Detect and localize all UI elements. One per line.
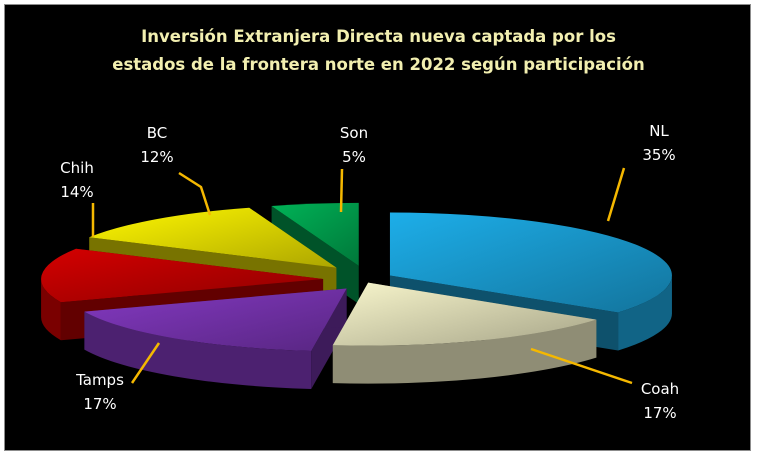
pie-slice-tamps	[84, 288, 347, 389]
pie-chart: NL 35% Coah 17% Tamps 17% Chih 14% BC 12% Son 5%	[41, 122, 679, 422]
chart-title-line-1: Inversión Extranjera Directa nueva capta…	[141, 27, 616, 46]
slice-label-coah: Coah	[641, 380, 679, 398]
leader-line-bc	[178, 171, 212, 216]
leader-line-nl	[606, 167, 626, 222]
slice-label-bc: BC	[147, 124, 168, 142]
slice-value-nl: 35%	[642, 146, 675, 164]
slice-value-bc: 12%	[140, 148, 173, 166]
slice-value-tamps: 17%	[83, 395, 116, 413]
slice-value-chih: 14%	[60, 183, 93, 201]
leader-line-tamps	[130, 342, 161, 384]
pie-slice-coah	[332, 282, 597, 384]
slice-value-coah: 17%	[643, 404, 676, 422]
slice-label-son: Son	[340, 124, 368, 142]
leader-line-son	[339, 168, 344, 213]
chart-title-line-2: estados de la frontera norte en 2022 seg…	[112, 55, 645, 74]
chart-title: Inversión Extranjera Directa nueva capta…	[5, 23, 752, 79]
slice-label-chih: Chih	[60, 159, 94, 177]
chart-area: Inversión Extranjera Directa nueva capta…	[4, 4, 751, 451]
slice-label-tamps: Tamps	[75, 371, 124, 389]
slice-value-son: 5%	[342, 148, 366, 166]
leader-line-coah	[530, 347, 633, 385]
slice-label-nl: NL	[649, 122, 669, 140]
